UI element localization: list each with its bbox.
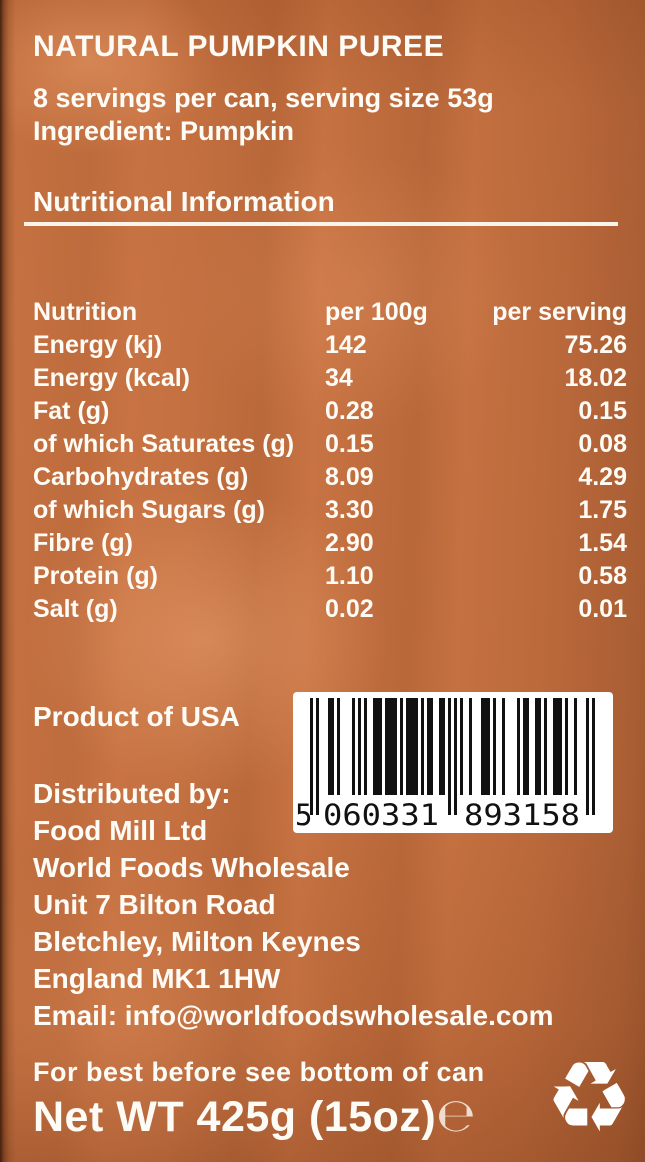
distributor-block: Distributed by: Food Mill Ltd World Food… [33,775,553,1034]
nutrient-name: of which Sugars (g) [33,496,265,524]
distributor-heading: Distributed by: [33,778,231,809]
nutrient-name: Protein (g) [33,562,158,590]
table-row: Protein (g) 1.10 0.58 [33,560,627,593]
distributor-line: Food Mill Ltd [33,815,208,846]
nutrient-name: of which Saturates (g) [33,430,295,458]
nutrient-per-100g: 0.28 [325,397,374,425]
nutrient-per-100g: 1.10 [325,562,374,590]
table-row: of which Saturates (g) 0.15 0.08 [33,428,627,461]
nutrient-per-100g: 0.15 [325,430,374,458]
nutrition-heading: Nutritional Information [33,186,335,217]
nutrient-per-100g: 142 [325,331,367,359]
distributor-line: World Foods Wholesale [33,852,350,883]
nutrient-per-serving: 0.15 [578,397,627,425]
nutrient-per-serving: 4.29 [578,463,627,491]
distributor-line: Bletchley, Milton Keynes [33,926,361,957]
nutrient-name: Energy (kcal) [33,364,191,392]
nutrient-per-serving: 1.54 [578,529,627,557]
table-row: Salt (g) 0.02 0.01 [33,593,627,626]
nutrient-per-serving: 0.58 [578,562,627,590]
barcode-bars: 5 060331 893158 [295,698,595,832]
barcode-first-digit: 5 [295,798,312,832]
nutrient-per-serving: 18.02 [564,364,627,392]
product-origin: Product of USA [33,701,240,732]
barcode: 5 060331 893158 [293,692,613,833]
nutrient-name: Carbohydrates (g) [33,463,249,491]
col-header-per-100g: per 100g [325,298,428,326]
barcode-left-digits: 060331 [323,798,439,832]
table-row: of which Sugars (g) 3.30 1.75 [33,494,627,527]
nutrient-per-100g: 2.90 [325,529,374,557]
distributor-line: England MK1 1HW [33,963,281,994]
ingredient-line: Ingredient: Pumpkin [33,116,295,146]
servings-line: 8 servings per can, serving size 53g [33,83,494,113]
nutrient-per-100g: 3.30 [325,496,374,524]
nutrition-table: Nutrition per 100g per serving Energy (k… [33,296,627,626]
col-header-nutrition: Nutrition [33,298,138,326]
table-row: Energy (kj) 142 75.26 [33,329,627,362]
nutrient-per-100g: 0.02 [325,595,374,623]
nutrient-name: Energy (kj) [33,331,163,359]
nutrient-per-100g: 8.09 [325,463,374,491]
distributor-line: Unit 7 Bilton Road [33,889,276,920]
table-row: Energy (kcal) 34 18.02 [33,362,627,395]
table-row: Carbohydrates (g) 8.09 4.29 [33,461,627,494]
nutrient-name: Fat (g) [33,397,110,425]
table-row: Fibre (g) 2.90 1.54 [33,527,627,560]
net-weight-text: Net WT 425g (15oz) [33,1093,437,1141]
nutrient-name: Fibre (g) [33,529,133,557]
best-before-note: For best before see bottom of can [33,1057,485,1087]
nutrient-per-serving: 0.01 [578,595,627,623]
barcode-right-digits: 893158 [464,798,580,832]
product-title: NATURAL PUMPKIN PUREE [33,30,445,63]
serving-info: 8 servings per can, serving size 53g Ing… [33,82,494,148]
nutrient-per-serving: 1.75 [578,496,627,524]
nutrition-header-row: Nutrition per 100g per serving [33,296,627,329]
distributor-email: Email: info@worldfoodswholesale.com [33,1000,554,1031]
estimated-sign: ℮ [436,1088,477,1142]
net-weight: Net WT 425g (15oz)℮ [33,1088,476,1142]
table-row: Fat (g) 0.28 0.15 [33,395,627,428]
nutrient-per-serving: 0.08 [578,430,627,458]
nutrient-name: Salt (g) [33,595,118,623]
recycle-icon: ♻ [545,1041,633,1155]
col-header-per-serving: per serving [492,298,627,326]
heading-divider [24,222,618,226]
nutrient-per-100g: 34 [325,364,353,392]
nutrient-per-serving: 75.26 [564,331,627,359]
